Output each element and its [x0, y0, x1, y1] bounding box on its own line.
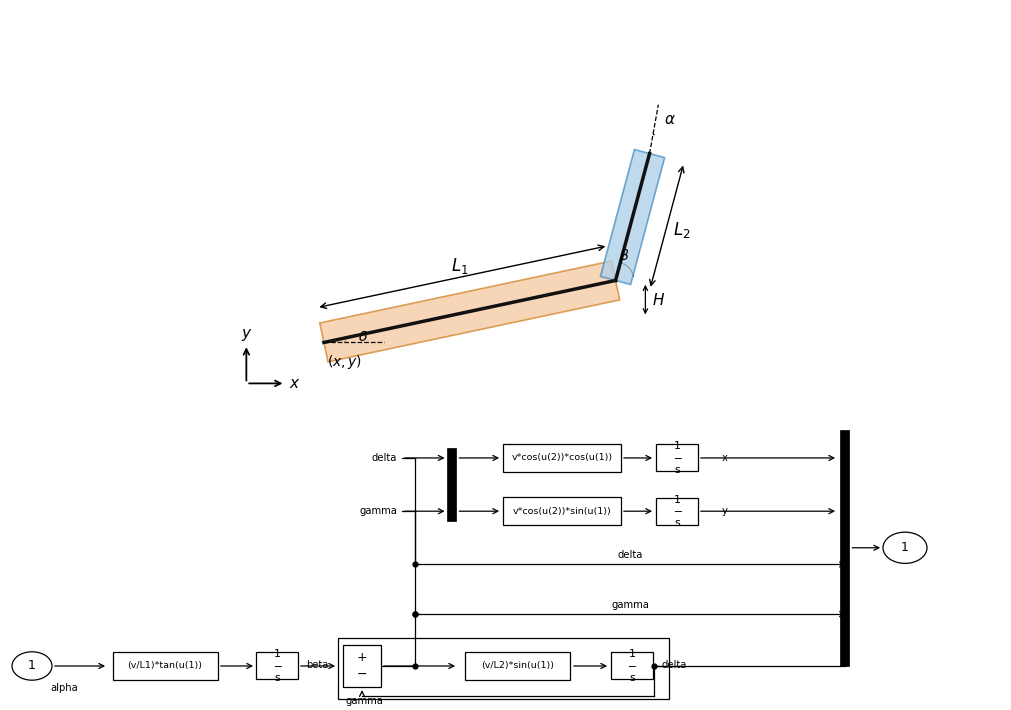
- Text: v*cos(u(2))*sin(u(1)): v*cos(u(2))*sin(u(1)): [513, 507, 612, 515]
- Text: $\alpha$: $\alpha$: [663, 112, 675, 127]
- Text: $\delta$: $\delta$: [358, 330, 368, 344]
- Text: 1
─
s: 1 ─ s: [673, 442, 680, 474]
- Text: v*cos(u(2))*cos(u(1)): v*cos(u(2))*cos(u(1)): [512, 454, 613, 462]
- Text: 1
─
s: 1 ─ s: [673, 495, 680, 528]
- Bar: [343, 645, 381, 687]
- Text: $(x,y)$: $(x,y)$: [328, 354, 363, 371]
- Bar: [656, 444, 698, 471]
- Text: delta: delta: [661, 660, 686, 670]
- Text: beta: beta: [306, 660, 329, 670]
- Text: $L_1$: $L_1$: [451, 256, 469, 276]
- Bar: [503, 497, 621, 525]
- Bar: [840, 430, 849, 666]
- Text: $x$: $x$: [289, 376, 300, 391]
- Text: $\beta$: $\beta$: [619, 246, 629, 265]
- Text: $H$: $H$: [652, 292, 664, 307]
- Text: gamma: gamma: [359, 506, 397, 516]
- Text: delta: delta: [618, 550, 643, 560]
- Text: y: y: [722, 506, 728, 516]
- Bar: [656, 498, 698, 525]
- Text: $L_2$: $L_2$: [673, 220, 691, 240]
- Bar: [465, 652, 570, 680]
- Text: $y$: $y$: [241, 327, 252, 343]
- Bar: [611, 652, 653, 679]
- Bar: [448, 448, 457, 521]
- Text: delta: delta: [372, 453, 397, 463]
- Text: x: x: [722, 453, 728, 463]
- Bar: [503, 444, 621, 472]
- Text: gamma: gamma: [345, 696, 383, 706]
- Text: +: +: [357, 651, 367, 664]
- Polygon shape: [319, 261, 620, 362]
- Bar: [256, 652, 298, 679]
- Text: 1
─
s: 1 ─ s: [629, 650, 636, 682]
- Text: (v/L2)*sin(u(1)): (v/L2)*sin(u(1)): [481, 662, 554, 670]
- Circle shape: [12, 652, 52, 680]
- Text: 1: 1: [28, 660, 36, 672]
- Circle shape: [883, 532, 927, 564]
- Polygon shape: [601, 150, 664, 285]
- Bar: [338, 638, 669, 699]
- Text: gamma: gamma: [611, 600, 649, 610]
- Text: 1: 1: [901, 541, 909, 555]
- Bar: [112, 652, 217, 680]
- Text: −: −: [357, 668, 367, 681]
- Text: alpha: alpha: [51, 683, 78, 693]
- Text: 1
─
s: 1 ─ s: [274, 650, 280, 682]
- Text: (v/L1)*tan(u(1)): (v/L1)*tan(u(1)): [127, 662, 202, 670]
